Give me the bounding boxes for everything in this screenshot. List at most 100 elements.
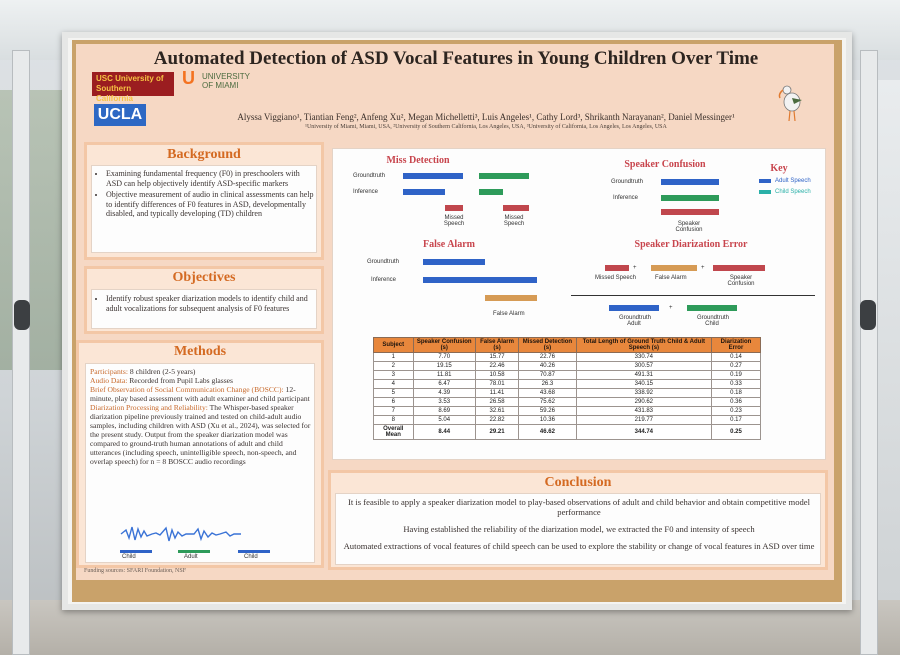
objectives-heading: Objectives (172, 270, 236, 285)
diar-gt-adult-bar (609, 305, 659, 311)
ucla-logo: UCLA (94, 104, 146, 126)
table-cell: 43.68 (518, 388, 577, 398)
conclusion-heading: Conclusion (544, 475, 612, 490)
table-cell: 8.44 (412, 424, 476, 440)
key-adult-label: Adult Speech (775, 178, 811, 184)
um-logo-line1: UNIVERSITY (202, 72, 251, 81)
poster-title: Automated Detection of ASD Vocal Feature… (153, 48, 759, 69)
diar-gt-adult-label: Groundtruth Adult (619, 315, 652, 327)
diar-false-alarm-label: False Alarm (655, 275, 687, 281)
audio-label: Audio Data: (90, 376, 128, 385)
fa-gt-adult-bar (423, 259, 485, 265)
table-row: 5 4.39 11.41 43.68 338.92 0.18 (373, 388, 762, 398)
miss-inference-label: Inference (353, 189, 379, 195)
table-cell: 0.18 (710, 388, 762, 398)
bosc-label: Brief Observation of Social Communicatio… (90, 385, 284, 394)
table-cell: Overall Mean (373, 424, 414, 440)
table-row: 3 11.81 10.58 70.87 491.31 0.19 (373, 370, 762, 380)
table-cell: 22.82 (474, 415, 520, 425)
um-logo-line2: OF MIAMI (202, 81, 239, 90)
diar-confusion-label: Speaker Confusion (727, 275, 755, 287)
clamp-left (14, 300, 30, 330)
table-header: False Alarm (s) (474, 337, 520, 353)
table-cell: 22.46 (474, 361, 520, 371)
table-cell: 32.61 (474, 406, 520, 416)
table-cell: 491.31 (575, 370, 712, 380)
table-cell: 3.53 (412, 397, 476, 407)
table-cell: 29.21 (474, 424, 520, 440)
table-header: Subject (373, 337, 414, 353)
fa-inference-label: Inference (371, 277, 397, 283)
table-cell: 7 (373, 406, 414, 416)
table-cell: 4.39 (412, 388, 476, 398)
methods-heading: Methods (173, 344, 227, 359)
table-row: 1 7.70 15.77 22.76 330.74 0.14 (373, 352, 762, 362)
table-cell: 0.36 (710, 397, 762, 407)
table-cell: 344.74 (575, 424, 712, 440)
table-header: Total Length of Ground Truth Child & Adu… (575, 337, 712, 353)
key-adult-swatch (759, 179, 771, 183)
table-cell: 6.47 (412, 379, 476, 389)
false-alarm-heading: False Alarm (423, 239, 475, 250)
um-logo: U UNIVERSITY OF MIAMI (180, 69, 270, 96)
miss-groundtruth-label: Groundtruth (353, 173, 386, 179)
fraction-line (571, 295, 815, 296)
table-row: 8 5.04 22.82 10.36 219.77 0.17 (373, 415, 762, 425)
bosc-text: 12-minute, play based assessment with ad… (90, 385, 310, 403)
fa-groundtruth-label: Groundtruth (367, 259, 400, 265)
window (0, 90, 70, 370)
table-cell: 330.74 (575, 352, 712, 362)
objectives-panel: Objectives Identify robust speaker diari… (84, 266, 324, 334)
poster-authors: Alyssa Viggiano¹, Tiantian Feng², Anfeng… (237, 112, 735, 122)
background-item-1: Examining fundamental frequency (F0) in … (106, 169, 314, 188)
table-cell: 10.36 (518, 415, 577, 425)
conclusion-p1: It is feasible to apply a speaker diariz… (347, 497, 810, 517)
miss-inf-adult-bar (403, 189, 445, 195)
table-cell: 0.14 (710, 352, 762, 362)
table-cell: 3 (373, 370, 414, 380)
table-cell: 8 (373, 415, 414, 425)
table-cell: 11.81 (412, 370, 476, 380)
table-cell: 340.15 (575, 379, 712, 389)
table-cell: 75.62 (518, 397, 577, 407)
methods-body: Participants: 8 children (2-5 years) Aud… (85, 363, 315, 563)
diarization-error-heading: Speaker Diarization Error (634, 239, 748, 250)
diar-missed-bar (605, 265, 629, 271)
table-header: Diarization Error (710, 337, 762, 353)
conf-inf-child-bar (661, 195, 719, 201)
conf-gt-adult-bar (661, 179, 719, 185)
diar-gt-child-label: Groundtruth Child (697, 315, 730, 327)
table-cell: 40.26 (518, 361, 577, 371)
background-heading: Background (167, 147, 241, 162)
stand-post-right (860, 50, 878, 655)
table-cell: 0.19 (710, 370, 762, 380)
poster-affiliations: ¹University of Miami, Miami, USA, ²Unive… (305, 124, 667, 130)
table-header: Missed Detection (s) (518, 337, 577, 353)
objectives-item-1: Identify robust speaker diarization mode… (106, 294, 314, 313)
conf-error-label: Speaker Confusion (675, 221, 703, 233)
diarization-text: The Whisper-based speaker diarization pi… (90, 403, 311, 466)
key-child-swatch (759, 190, 771, 194)
table-header: Speaker Confusion (s) (412, 337, 476, 353)
table-cell: 26.58 (474, 397, 520, 407)
fa-inf-adult-bar (423, 277, 537, 283)
table-cell: 10.58 (474, 370, 520, 380)
conclusion-body: It is feasible to apply a speaker diariz… (335, 493, 821, 565)
wave-label-child-1: Child (122, 554, 136, 560)
participants-text: 8 children (2-5 years) (129, 367, 196, 376)
results-panel: Miss Detection Groundtruth Inference Mis… (332, 148, 826, 460)
miss-gt-adult-bar (403, 173, 463, 179)
table-cell: 70.87 (518, 370, 577, 380)
conclusion-panel: Conclusion It is feasible to apply a spe… (328, 470, 828, 570)
miss-gt-child-bar (479, 173, 529, 179)
background-item-2: Objective measurement of audio in clinic… (106, 190, 314, 219)
conclusion-p3: Automated extractions of vocal features … (343, 541, 815, 551)
table-cell: 338.92 (575, 388, 712, 398)
conf-groundtruth-label: Groundtruth (611, 179, 644, 185)
table-cell: 19.15 (412, 361, 476, 371)
miss-inf-child-bar (479, 189, 503, 195)
missed-speech-bar-2 (503, 205, 529, 211)
table-header-row: Subject Speaker Confusion (s) False Alar… (373, 337, 762, 353)
table-cell: 59.26 (518, 406, 577, 416)
background-panel: Background Examining fundamental frequen… (84, 142, 324, 260)
